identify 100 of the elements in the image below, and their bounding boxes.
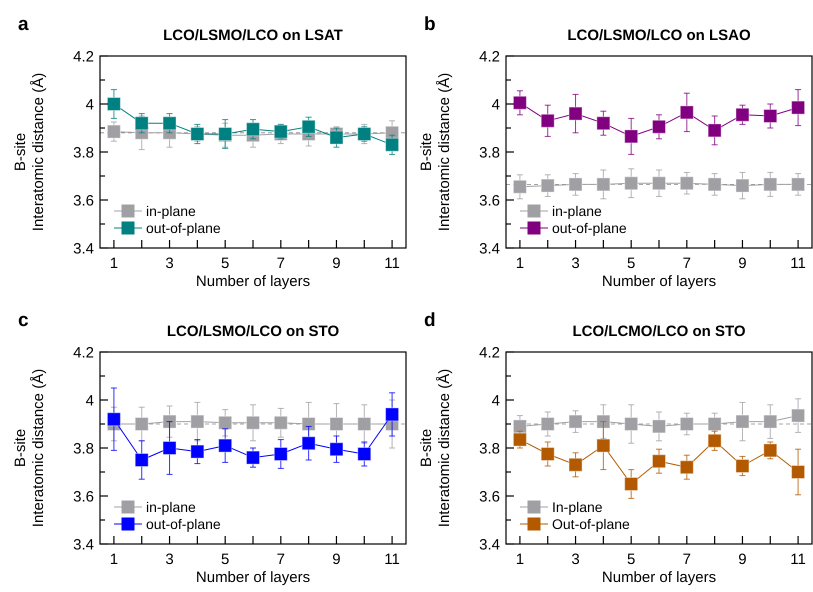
point	[134, 116, 149, 130]
point	[302, 120, 316, 134]
point	[540, 417, 555, 431]
legend-label: in-plane	[146, 202, 196, 219]
y-tick-label: 4	[492, 96, 500, 114]
point	[680, 176, 694, 190]
point	[512, 419, 527, 434]
x-tick-label: 3	[165, 551, 174, 568]
y-tick-label: 4	[86, 96, 94, 114]
x-tick-label: 9	[738, 255, 747, 272]
x-tick-label: 11	[384, 551, 400, 568]
x-tick-label: 1	[516, 255, 524, 272]
x-tick-label: 3	[571, 255, 580, 272]
point	[512, 180, 527, 194]
point	[735, 178, 750, 193]
point	[302, 436, 316, 450]
text: b	[424, 14, 436, 35]
y-tick-label: 3.6	[479, 192, 500, 210]
x-tick-label: 7	[682, 255, 691, 272]
point	[190, 444, 204, 459]
x-tick-label: 1	[516, 551, 524, 568]
text: a	[18, 14, 29, 35]
point	[162, 116, 177, 130]
y-axis-title: B-site Interatomic distance (Å)	[418, 368, 453, 528]
x-tick-label: 3	[165, 255, 174, 272]
point	[540, 447, 555, 461]
legend-label: out-of-plane	[146, 516, 221, 532]
x-tick-label: 11	[384, 255, 400, 272]
point	[512, 96, 527, 110]
point	[274, 447, 288, 461]
point	[568, 106, 583, 121]
point	[596, 177, 610, 192]
point	[106, 124, 121, 139]
text: d	[424, 310, 436, 331]
legend-label: in-plane	[552, 202, 602, 219]
point	[274, 416, 288, 430]
chart-title: LCO/LCMO/LCO on STO	[572, 323, 746, 340]
x-tick-label: 5	[627, 551, 636, 568]
point	[791, 100, 806, 115]
y-tick-label: 3.4	[479, 240, 500, 258]
legend-label: Out-of-plane	[552, 516, 630, 532]
x-tick-label: 1	[110, 255, 118, 272]
x-axis-title: Number of layers	[196, 569, 310, 586]
point	[624, 176, 638, 190]
y-tick-label: 3.8	[73, 144, 94, 162]
y-axis-title: B-site Interatomic distance (Å)	[12, 72, 47, 232]
point	[652, 419, 666, 434]
point	[302, 417, 316, 431]
x-tick-label: 1	[110, 551, 118, 568]
point	[624, 129, 638, 144]
legend-label: In-plane	[552, 498, 603, 515]
x-axis-title: Number of layers	[602, 569, 716, 586]
y-tick-label: 4.2	[479, 344, 500, 362]
point	[357, 447, 372, 461]
point	[652, 176, 666, 190]
x-tick-label: 5	[221, 551, 230, 568]
point	[708, 123, 722, 138]
point	[246, 122, 260, 136]
legend-label: in-plane	[146, 498, 196, 515]
x-tick-label: 9	[332, 551, 341, 568]
point	[708, 177, 722, 192]
point	[596, 414, 610, 429]
point	[680, 417, 694, 431]
legend-label: out-of-plane	[146, 220, 221, 236]
point	[568, 414, 583, 429]
point	[708, 434, 722, 448]
x-tick-label: 3	[571, 551, 580, 568]
y-tick-label: 4.2	[73, 48, 94, 66]
point	[652, 454, 666, 468]
point	[791, 465, 806, 479]
y-axis-title: B-site Interatomic distance (Å)	[418, 72, 453, 232]
point	[680, 460, 694, 474]
point	[708, 417, 722, 431]
x-tick-label: 7	[276, 255, 285, 272]
point	[596, 438, 610, 453]
x-tick-label: 7	[276, 551, 285, 568]
y-tick-label: 3.8	[73, 440, 94, 458]
point	[190, 414, 204, 429]
x-tick-label: 9	[738, 551, 747, 568]
point	[329, 417, 344, 431]
point	[624, 417, 638, 431]
point	[134, 453, 149, 467]
y-tick-label: 3.8	[479, 440, 500, 458]
point	[791, 408, 806, 423]
x-tick-label: 5	[221, 255, 230, 272]
y-tick-label: 3.4	[73, 536, 94, 554]
point	[512, 432, 527, 447]
point	[540, 114, 555, 128]
point	[540, 178, 555, 193]
point	[218, 438, 232, 453]
chart-title: LCO/LSMO/LCO on LSAO	[567, 27, 751, 44]
point	[246, 450, 260, 465]
point	[385, 407, 400, 422]
y-tick-label: 3.6	[479, 488, 500, 506]
chart-title: LCO/LSMO/LCO on STO	[166, 323, 340, 340]
x-tick-label: 11	[790, 255, 806, 272]
y-tick-label: 4.2	[73, 344, 94, 362]
point	[106, 97, 121, 111]
y-tick-label: 3.4	[479, 536, 500, 554]
y-tick-label: 3.6	[73, 192, 94, 210]
